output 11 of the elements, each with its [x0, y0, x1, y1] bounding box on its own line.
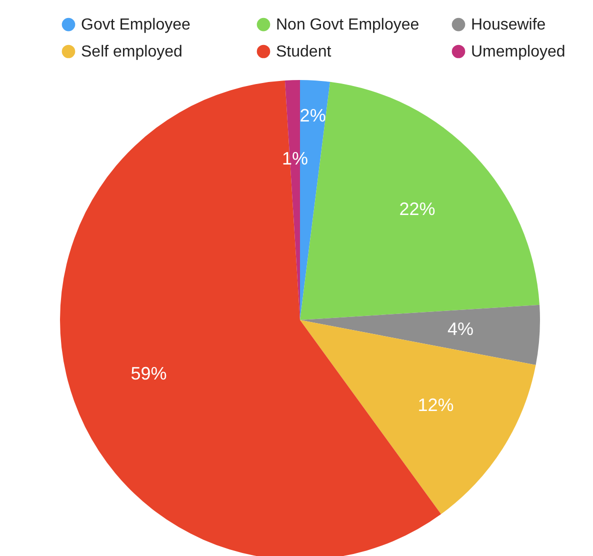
data-label: 59% [130, 363, 167, 384]
data-label: 22% [399, 198, 436, 219]
legend-label: Self employed [81, 44, 182, 60]
legend-label: Student [276, 44, 332, 60]
legend-label: Govt Employee [81, 16, 190, 34]
legend-label: Housewife [471, 16, 546, 34]
legend-label: Non Govt Employee [276, 16, 420, 34]
data-label: 4% [447, 319, 474, 340]
legend-label: Umemployed [471, 44, 566, 60]
data-label: 12% [418, 395, 454, 416]
data-label: 2% [300, 105, 326, 126]
